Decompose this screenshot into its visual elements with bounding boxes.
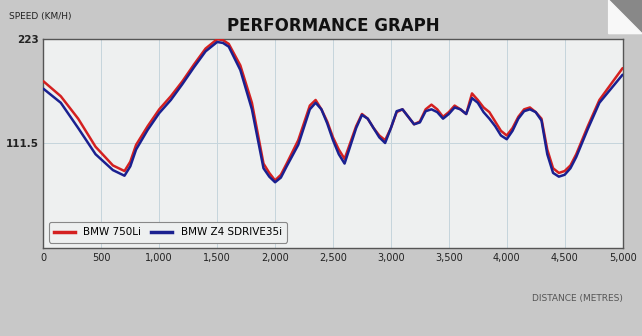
Legend: BMW 750Li, BMW Z4 SDRIVE35i: BMW 750Li, BMW Z4 SDRIVE35i: [49, 222, 287, 243]
Title: PERFORMANCE GRAPH: PERFORMANCE GRAPH: [227, 17, 439, 35]
Text: SPEED (KM/H): SPEED (KM/H): [9, 12, 71, 21]
Text: DISTANCE (METRES): DISTANCE (METRES): [532, 294, 623, 303]
